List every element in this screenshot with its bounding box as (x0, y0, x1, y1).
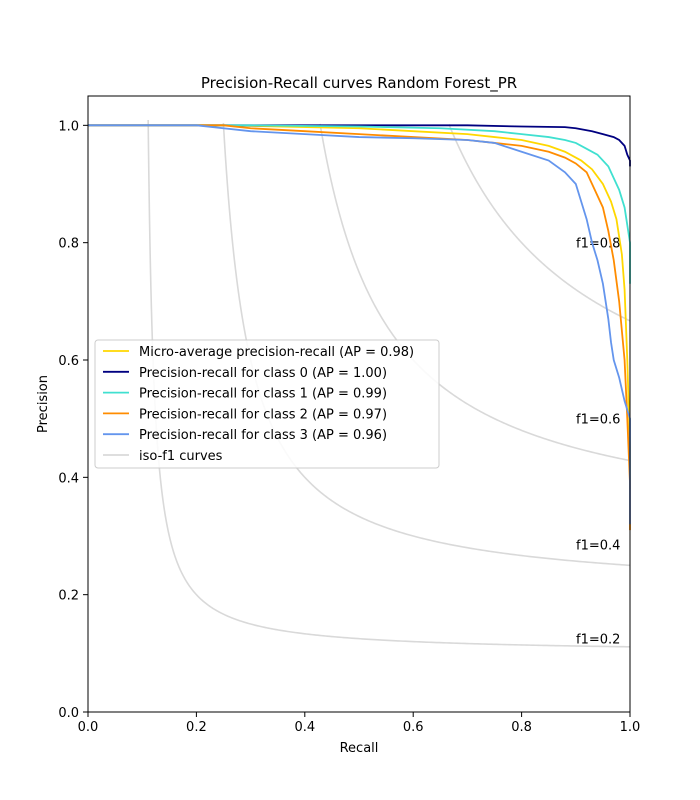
y-tick-label: 1.0 (58, 119, 79, 134)
legend: Micro-average precision-recall (AP = 0.9… (94, 339, 440, 469)
x-axis-label: Recall (340, 741, 379, 756)
legend-entry: iso-f1 curves (139, 449, 223, 464)
pr-curve-4 (88, 124, 631, 525)
legend-entry: Precision-recall for class 2 (AP = 0.97) (139, 407, 387, 422)
y-axis: 0.0 0.2 0.4 0.6 0.8 1.0 (58, 119, 88, 721)
legend-entry: Precision-recall for class 3 (AP = 0.96) (139, 428, 387, 443)
y-tick-label: 0.0 (58, 706, 79, 721)
x-tick-label: 0.2 (186, 720, 207, 735)
x-tick-label: 0.8 (511, 720, 532, 735)
legend-entry: Precision-recall for class 1 (AP = 0.99) (139, 387, 387, 402)
chart-title: Precision-Recall curves Random Forest_PR (201, 74, 517, 93)
x-axis: 0.0 0.2 0.4 0.6 0.8 1.0 (78, 712, 641, 735)
x-tick-label: 0.6 (403, 720, 424, 735)
legend-entry: Micro-average precision-recall (AP = 0.9… (139, 345, 414, 360)
iso-f1-curve (448, 123, 631, 322)
series-layer (88, 124, 631, 531)
iso-f1-layer: f1=0.2 f1=0.4 f1=0.6 f1=0.8 (147, 119, 631, 648)
x-tick-label: 1.0 (620, 720, 641, 735)
iso-f1-curve (222, 122, 631, 567)
iso-f1-label: f1=0.4 (576, 538, 620, 553)
legend-entry: Precision-recall for class 0 (AP = 1.00) (139, 366, 387, 381)
y-axis-label: Precision (36, 375, 51, 433)
plot-frame (87, 95, 631, 713)
y-tick-label: 0.8 (58, 237, 79, 252)
x-tick-label: 0.0 (78, 720, 99, 735)
pr-curve-3 (88, 124, 631, 531)
y-tick-label: 0.4 (58, 471, 79, 486)
iso-f1-label: f1=0.8 (576, 237, 620, 252)
y-tick-label: 0.6 (58, 354, 79, 369)
pr-curve-0 (88, 124, 631, 490)
iso-f1-label: f1=0.6 (576, 413, 620, 428)
iso-f1-label: f1=0.2 (576, 633, 620, 648)
legend-box (94, 339, 440, 469)
iso-f1-curve (147, 119, 631, 648)
y-tick-label: 0.2 (58, 589, 79, 604)
pr-curve-2 (88, 124, 631, 284)
pr-curve-1 (88, 124, 631, 167)
x-tick-label: 0.4 (294, 720, 315, 735)
